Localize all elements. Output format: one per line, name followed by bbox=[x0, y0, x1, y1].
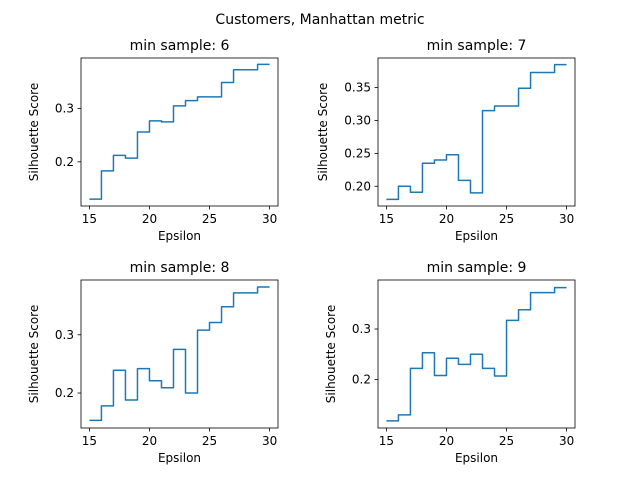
y-axis-label: Silhouette Score bbox=[27, 83, 41, 181]
y-tick-label: 0.2 bbox=[55, 155, 74, 169]
subplot-grid: min sample: 6 15 20 25 30 0.2 0.3 Epsilon Silhou… bbox=[27, 38, 576, 465]
axes-frame bbox=[377, 279, 576, 429]
axes-frame bbox=[80, 57, 279, 207]
x-tick-label: 15 bbox=[82, 212, 97, 226]
x-axis-label: Epsilon bbox=[455, 229, 498, 243]
series-line bbox=[89, 63, 270, 200]
series-line bbox=[89, 286, 270, 422]
x-tick-label: 30 bbox=[559, 212, 574, 226]
x-tick-label: 15 bbox=[379, 212, 394, 226]
y-axis-label: Silhouette Score bbox=[316, 83, 330, 181]
y-tick-label: 0.25 bbox=[344, 146, 371, 160]
y-tick-label: 0.30 bbox=[344, 113, 371, 127]
series-line bbox=[386, 63, 567, 201]
y-tick-label: 0.20 bbox=[344, 179, 371, 193]
x-tick-label: 20 bbox=[439, 434, 454, 448]
y-tick-label: 0.2 bbox=[352, 373, 371, 387]
axes-frame bbox=[80, 279, 279, 429]
series-line bbox=[386, 286, 567, 422]
y-axis-label: Silhouette Score bbox=[324, 305, 338, 403]
y-tick-label: 0.2 bbox=[55, 386, 74, 400]
x-tick-label: 25 bbox=[499, 434, 514, 448]
x-tick-label: 20 bbox=[142, 212, 157, 226]
x-tick-label: 15 bbox=[82, 434, 97, 448]
figure-suptitle: Customers, Manhattan metric bbox=[215, 12, 424, 28]
x-tick-label: 20 bbox=[439, 212, 454, 226]
y-axis-label: Silhouette Score bbox=[27, 305, 41, 403]
subplot-title: min sample: 6 bbox=[130, 38, 230, 54]
subplot-title: min sample: 9 bbox=[427, 260, 527, 276]
y-tick-label: 0.3 bbox=[55, 102, 74, 116]
subplot-title: min sample: 7 bbox=[427, 38, 527, 54]
subplot-2: min sample: 7 15 20 25 30 0.20 0.25 0.30 0.35 Eps… bbox=[316, 38, 576, 243]
axes-frame bbox=[377, 57, 576, 207]
subplot-1: min sample: 6 15 20 25 30 0.2 0.3 Epsilon Silhou… bbox=[27, 38, 279, 243]
x-axis-label: Epsilon bbox=[158, 229, 201, 243]
x-tick-label: 30 bbox=[559, 434, 574, 448]
x-tick-label: 25 bbox=[202, 212, 217, 226]
x-axis-label: Epsilon bbox=[158, 451, 201, 465]
x-tick-label: 30 bbox=[262, 212, 277, 226]
x-tick-label: 20 bbox=[142, 434, 157, 448]
y-tick-label: 0.35 bbox=[344, 81, 371, 95]
x-axis-label: Epsilon bbox=[455, 451, 498, 465]
x-tick-label: 30 bbox=[262, 434, 277, 448]
x-tick-label: 25 bbox=[499, 212, 514, 226]
subplot-4: min sample: 9 15 20 25 30 0.2 0.3 Epsilon Silhou… bbox=[324, 260, 576, 465]
subplot-3: min sample: 8 15 20 25 30 0.2 0.3 Epsilon Silhou… bbox=[27, 260, 279, 465]
x-tick-label: 25 bbox=[202, 434, 217, 448]
subplot-title: min sample: 8 bbox=[130, 260, 230, 276]
x-tick-label: 15 bbox=[379, 434, 394, 448]
y-tick-label: 0.3 bbox=[352, 322, 371, 336]
y-tick-label: 0.3 bbox=[55, 328, 74, 342]
